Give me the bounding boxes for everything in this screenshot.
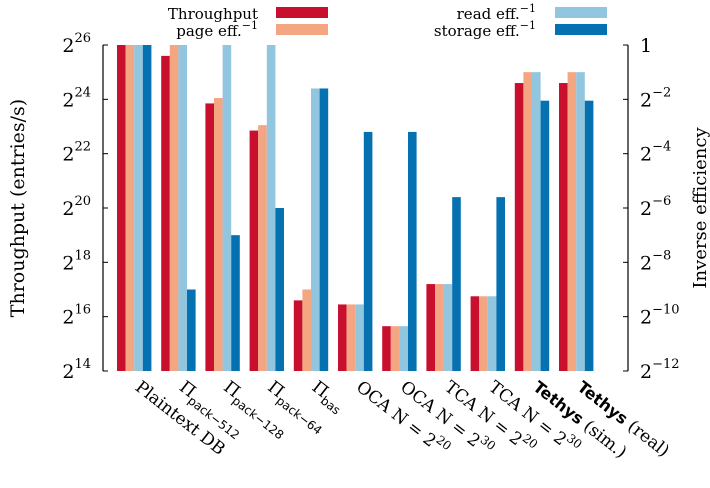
bar-3-9 [540, 100, 550, 371]
bar-0-9 [514, 83, 524, 371]
right-tick-label-2: 2−4 [640, 140, 671, 166]
bar-2-10 [576, 72, 585, 372]
bar-1-8 [479, 296, 488, 371]
bar-3-2 [231, 235, 240, 371]
bar-3-3 [275, 208, 284, 371]
bar-3-10 [584, 100, 594, 371]
bar-3-7 [452, 197, 461, 371]
right-tick-label-6: 2−12 [640, 357, 680, 383]
bar-1-9 [523, 72, 532, 372]
right-tick-label-5: 2−10 [640, 303, 680, 329]
bar-0-6 [382, 326, 391, 371]
x-tick-labels: Plaintext DBΠpack−512Πpack−128Πpack−64Πb… [131, 377, 673, 462]
bar-3-4 [319, 88, 329, 371]
left-tick-label-1: 216 [62, 303, 91, 329]
right-axis-title: Inverse efficiency [690, 127, 710, 289]
bar-0-8 [470, 296, 480, 371]
bar-0-1 [161, 55, 170, 372]
bar-2-5 [355, 304, 364, 371]
legend-swatch-0 [276, 7, 328, 18]
legend-swatch-2 [555, 7, 607, 18]
bar-1-1 [169, 45, 179, 371]
right-tick-label-4: 2−8 [640, 248, 671, 274]
bar-0-5 [338, 304, 347, 371]
bar-3-8 [496, 197, 505, 371]
bar-0-4 [293, 300, 303, 371]
right-tick-label-3: 2−6 [640, 194, 671, 220]
left-tick-label-2: 218 [62, 248, 91, 274]
left-tick-label-6: 226 [62, 31, 91, 57]
legend-label-1: page eff.−1 [176, 19, 258, 40]
bar-0-3 [249, 130, 259, 371]
bar-1-10 [567, 72, 577, 372]
bar-1-4 [302, 289, 311, 371]
bar-2-0 [134, 45, 143, 371]
bar-3-1 [187, 289, 196, 371]
bar-2-9 [532, 72, 541, 372]
bar-2-7 [443, 284, 453, 371]
left-tick-label-0: 214 [62, 357, 91, 383]
bar-3-6 [408, 131, 417, 371]
left-tick-label-3: 220 [62, 194, 91, 220]
bar-0-2 [205, 103, 214, 371]
bar-3-0 [142, 45, 152, 371]
bar-2-2 [222, 45, 232, 371]
bar-2-8 [487, 296, 497, 371]
right-tick-label-1: 2−2 [640, 85, 671, 111]
bar-1-0 [125, 45, 135, 371]
legend-swatch-3 [555, 24, 607, 35]
legend-label-0: Throughput [168, 5, 258, 23]
legend-label-3: storage eff.−1 [434, 19, 536, 40]
bar-2-1 [178, 45, 187, 371]
bar-0-0 [117, 45, 126, 371]
legend-swatch-1 [276, 24, 328, 35]
x-tick-label-4: Πbas [306, 377, 349, 417]
left-tick-label-5: 224 [62, 85, 91, 111]
bar-2-4 [311, 88, 320, 371]
bar-1-5 [346, 304, 356, 371]
bar-0-7 [426, 284, 435, 371]
axes: 214 216 218 220 222 224 226 1 2−2 2−4 2−6 2−8 2−10 2−… [7, 31, 710, 383]
bar-0-10 [559, 83, 568, 371]
bar-2-3 [266, 45, 276, 371]
left-tick-label-4: 222 [62, 140, 91, 166]
bar-1-7 [435, 284, 444, 371]
legend-label-2: read eff.−1 [457, 2, 536, 23]
left-axis-title: Throughput (entries/s) [7, 99, 29, 317]
bar-1-6 [390, 326, 400, 371]
bar-1-2 [214, 97, 223, 371]
bar-1-3 [258, 125, 267, 371]
bar-2-6 [399, 326, 408, 371]
bar-3-5 [363, 131, 373, 371]
right-tick-label-0: 1 [640, 35, 652, 57]
bars [117, 45, 594, 372]
